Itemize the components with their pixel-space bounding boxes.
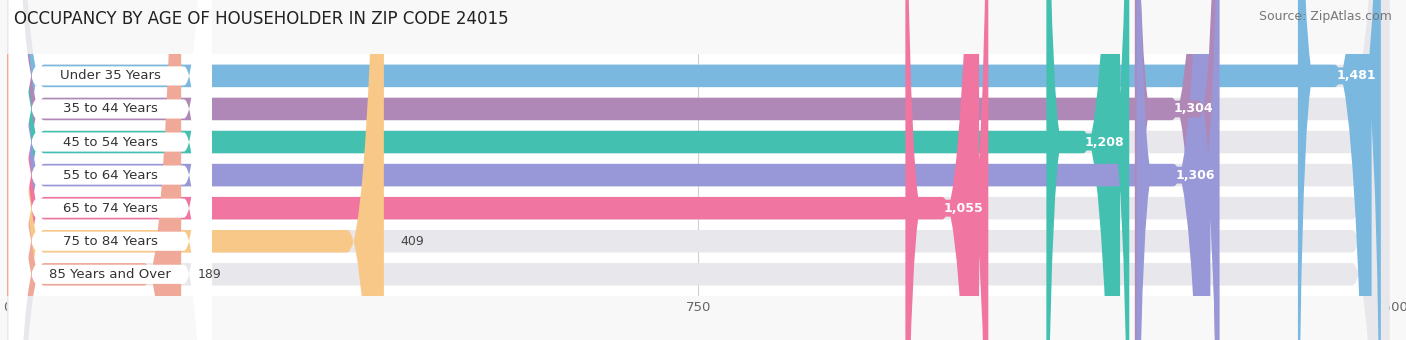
FancyBboxPatch shape [7,0,1209,340]
FancyBboxPatch shape [7,0,1389,340]
FancyBboxPatch shape [1135,0,1218,340]
FancyBboxPatch shape [7,0,979,340]
Text: Under 35 Years: Under 35 Years [60,69,160,82]
FancyBboxPatch shape [7,0,1389,340]
FancyBboxPatch shape [7,0,1121,340]
Text: 1,208: 1,208 [1085,136,1125,149]
FancyBboxPatch shape [8,0,211,340]
Text: 55 to 64 Years: 55 to 64 Years [63,169,157,182]
Text: 65 to 74 Years: 65 to 74 Years [63,202,157,215]
FancyBboxPatch shape [7,0,181,340]
FancyBboxPatch shape [7,0,384,340]
FancyBboxPatch shape [7,0,1389,340]
FancyBboxPatch shape [8,0,211,340]
FancyBboxPatch shape [7,0,1389,340]
Text: 409: 409 [401,235,425,248]
FancyBboxPatch shape [7,0,1389,340]
Text: 75 to 84 Years: 75 to 84 Years [63,235,157,248]
FancyBboxPatch shape [1046,0,1129,340]
Text: 85 Years and Over: 85 Years and Over [49,268,172,281]
FancyBboxPatch shape [1298,0,1381,340]
Text: Source: ZipAtlas.com: Source: ZipAtlas.com [1258,10,1392,23]
Text: 189: 189 [198,268,222,281]
Text: 45 to 54 Years: 45 to 54 Years [63,136,157,149]
FancyBboxPatch shape [7,0,1211,340]
FancyBboxPatch shape [7,0,1372,340]
Text: 1,304: 1,304 [1174,102,1213,116]
Text: 1,055: 1,055 [943,202,984,215]
FancyBboxPatch shape [8,0,211,340]
Text: 1,481: 1,481 [1337,69,1376,82]
FancyBboxPatch shape [8,0,211,340]
Text: 35 to 44 Years: 35 to 44 Years [63,102,157,116]
FancyBboxPatch shape [7,0,1389,340]
Text: 1,306: 1,306 [1175,169,1215,182]
FancyBboxPatch shape [1136,0,1219,340]
Text: OCCUPANCY BY AGE OF HOUSEHOLDER IN ZIP CODE 24015: OCCUPANCY BY AGE OF HOUSEHOLDER IN ZIP C… [14,10,509,28]
FancyBboxPatch shape [8,0,211,340]
FancyBboxPatch shape [905,0,988,340]
FancyBboxPatch shape [8,0,211,340]
FancyBboxPatch shape [8,0,211,340]
FancyBboxPatch shape [7,0,1389,340]
